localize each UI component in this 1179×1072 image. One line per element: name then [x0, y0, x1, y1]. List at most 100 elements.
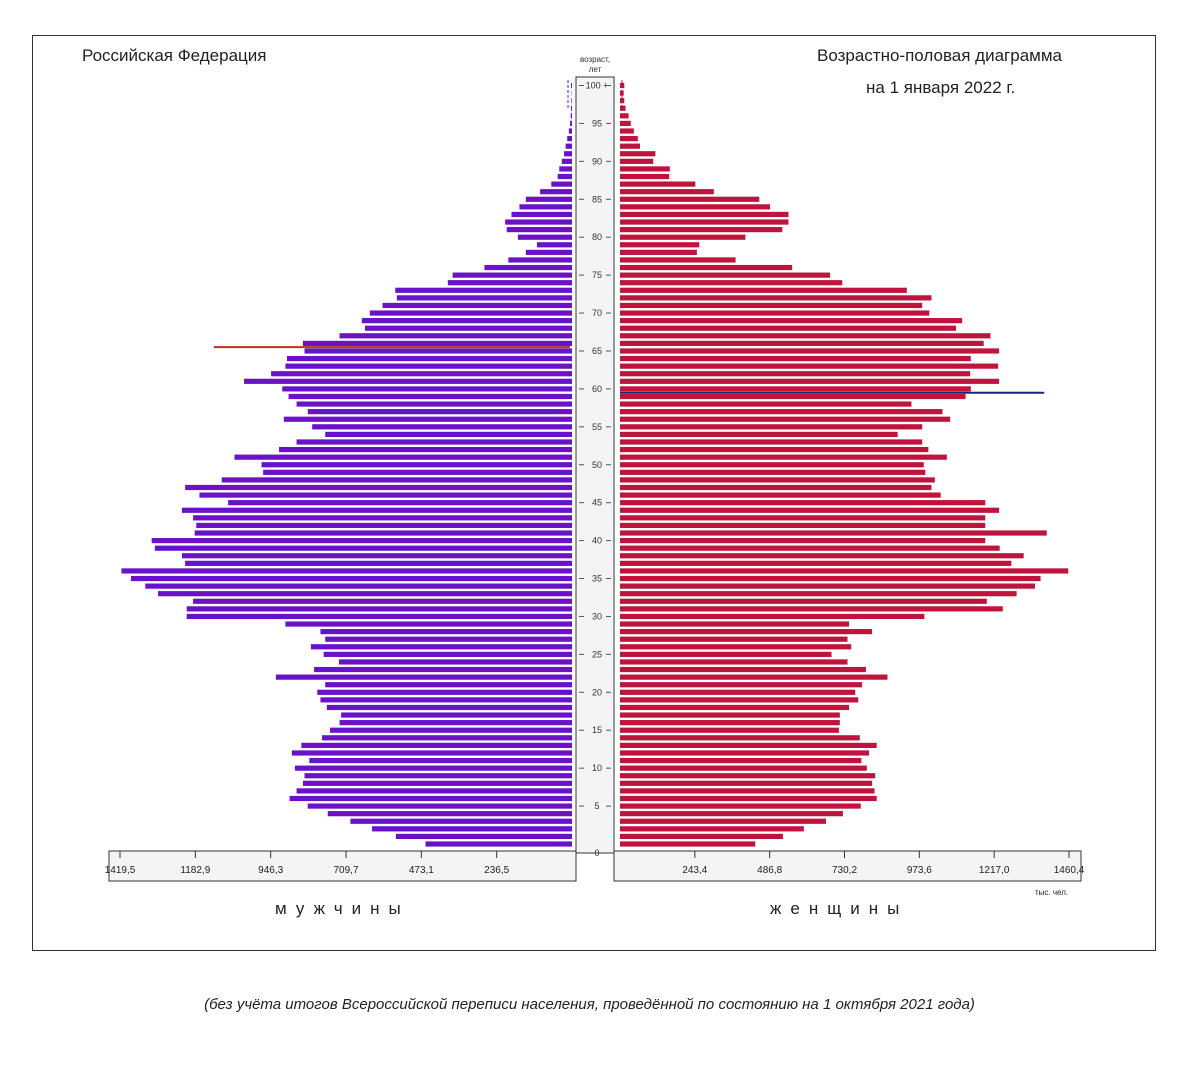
women-bar — [620, 462, 924, 468]
women-bar — [620, 386, 971, 392]
women-bar — [620, 841, 756, 847]
women-bar — [620, 204, 771, 210]
women-bar — [620, 568, 1069, 574]
women-bar — [620, 257, 736, 263]
women-bar — [620, 446, 929, 453]
women-bar — [620, 409, 943, 415]
men-bar — [288, 393, 572, 400]
men-bar — [557, 173, 572, 180]
women-bar — [620, 833, 783, 840]
men-bar — [511, 211, 572, 218]
men-bar — [130, 575, 572, 582]
men-bar — [338, 659, 572, 665]
men-bar — [517, 234, 572, 240]
women-bar — [620, 166, 670, 172]
women-bar — [620, 272, 830, 278]
men-bar — [151, 538, 572, 544]
women-bar — [620, 325, 957, 331]
men-bar — [325, 431, 572, 438]
women-bar — [620, 818, 826, 824]
women-bar — [620, 613, 925, 620]
women-bar — [620, 788, 875, 794]
women-bar — [620, 522, 986, 529]
men-bar — [361, 318, 572, 324]
men-axis-label: 946,3 — [258, 865, 283, 876]
men-bar — [261, 462, 572, 468]
women-bar — [620, 264, 793, 271]
women-bar — [620, 507, 1000, 513]
women-bar — [620, 515, 986, 521]
age-axis-title-line1: возраст, — [580, 55, 610, 64]
women-bar — [620, 560, 1012, 566]
women-bar — [620, 280, 843, 286]
men-bar — [121, 568, 573, 574]
men-bar — [287, 355, 572, 362]
men-bar — [186, 613, 572, 620]
women-bar — [620, 727, 839, 733]
men-axis-label: 236,5 — [484, 865, 509, 876]
men-bar — [571, 98, 572, 104]
men-bar — [296, 788, 572, 794]
women-bar — [620, 189, 714, 195]
men-bar — [282, 386, 572, 392]
women-bar — [620, 302, 923, 309]
women-bar — [620, 583, 1036, 589]
age-tick-label: 25 — [592, 649, 602, 659]
women-bar — [620, 545, 1000, 551]
men-bar — [193, 515, 572, 521]
age-tick-label: 100 + — [586, 81, 609, 91]
value-axes: 1419,5 1182,9 946,3 709,7 473,1 236,5 243,4 486… — [105, 850, 1085, 882]
men-bar — [196, 522, 572, 529]
men-bar — [199, 492, 572, 498]
men-bar — [525, 249, 572, 255]
women-bar — [620, 704, 850, 711]
men-bar — [317, 689, 572, 695]
women-axis-label: 243,4 — [682, 865, 707, 876]
men-bar — [329, 727, 572, 733]
men-bar — [567, 135, 572, 142]
men-bar — [322, 735, 572, 741]
men-bars — [121, 82, 573, 847]
women-bar — [620, 454, 947, 460]
men-bar — [296, 439, 572, 445]
women-bar — [620, 689, 856, 695]
men-bar — [283, 416, 572, 422]
women-bar — [620, 530, 1047, 536]
women-axis-label: 973,6 — [907, 865, 932, 876]
women-bar — [620, 135, 638, 142]
men-bar — [186, 606, 572, 612]
women-bar — [620, 826, 804, 832]
men-bar — [291, 750, 572, 756]
chart-title: Возрастно-половая диаграмма — [817, 46, 1062, 65]
women-bar — [620, 439, 923, 445]
women-bar — [620, 469, 926, 475]
women-axis-label: 1460,4 — [1054, 865, 1085, 876]
men-bar — [320, 629, 572, 635]
men-bar — [193, 598, 572, 604]
women-bar — [620, 803, 861, 809]
women-bar — [620, 636, 848, 642]
region-title: Российская Федерация — [82, 46, 267, 65]
men-bar — [339, 333, 572, 339]
men-bar — [314, 666, 572, 673]
men-bar — [339, 720, 572, 726]
women-bar — [620, 143, 640, 149]
unit-label: тыс. чел. — [1035, 888, 1069, 897]
women-bar — [620, 424, 923, 430]
men-bar — [301, 742, 572, 748]
footnote: (без учёта итогов Всероссийской переписи… — [204, 996, 975, 1013]
age-tick-label: 45 — [592, 498, 602, 508]
men-bar — [326, 704, 572, 711]
men-bar — [571, 82, 572, 89]
men-bar — [304, 348, 572, 354]
women-bar — [620, 621, 850, 627]
women-bar — [620, 355, 971, 362]
women-bar — [620, 651, 832, 657]
men-bar — [561, 158, 572, 164]
women-label: женщины — [770, 899, 909, 918]
men-bar — [302, 780, 572, 786]
women-bar — [620, 393, 966, 400]
men-bar — [289, 795, 572, 802]
women-axis-label: 486,8 — [757, 865, 782, 876]
men-bar — [506, 227, 572, 233]
